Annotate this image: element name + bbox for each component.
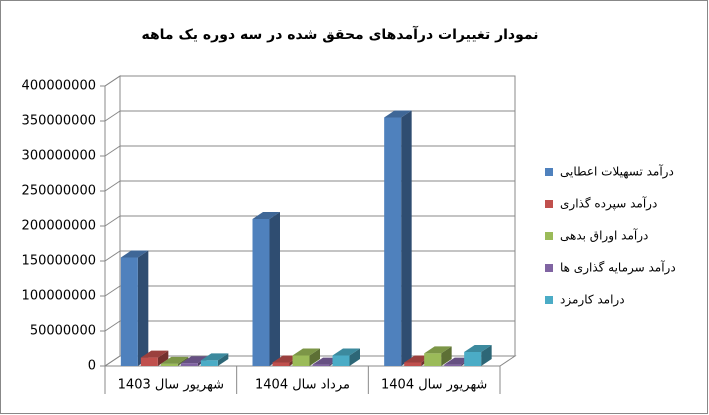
bar — [332, 348, 360, 366]
bar-side — [269, 212, 280, 366]
bar-top — [292, 348, 320, 356]
bar-top — [200, 353, 229, 361]
bar — [200, 353, 229, 366]
legend-label: درآمد سرمایه گذاری ها — [560, 260, 676, 276]
bar — [292, 348, 320, 366]
legend-label: درآمد تسهیلات اعطایی — [560, 164, 674, 180]
grid-line-side — [104, 355, 121, 367]
legend-label: درآمد اوراق بدهی — [560, 228, 648, 244]
x-tick-label: شهریور سال 1403 — [118, 378, 224, 393]
bar-front — [160, 363, 178, 366]
bar-front — [384, 117, 402, 366]
x-tick-label: شهریور سال 1404 — [381, 378, 487, 393]
bar — [424, 346, 452, 366]
bar-front — [272, 362, 290, 366]
bar-side — [349, 348, 360, 366]
bar-side — [309, 348, 320, 366]
y-tick-label: 350000000 — [22, 114, 96, 129]
bar-top — [120, 250, 149, 258]
grid-line-side — [104, 215, 121, 227]
bar-front — [180, 363, 198, 366]
grid-line-side — [104, 110, 121, 122]
bar — [160, 356, 189, 366]
legend-swatch — [545, 296, 553, 304]
legend-swatch — [545, 232, 553, 240]
bar — [252, 212, 280, 366]
grid-line-side — [104, 250, 121, 262]
bar-top — [424, 346, 452, 354]
y-tick-label: 150000000 — [22, 254, 96, 269]
bar-front — [444, 364, 462, 366]
bar-front — [424, 353, 442, 366]
y-tick-label: 50000000 — [30, 324, 96, 339]
bar-front — [292, 355, 310, 366]
bar — [384, 110, 412, 366]
y-tick-label: 300000000 — [22, 149, 96, 164]
bar — [140, 350, 169, 366]
y-tick-label: 200000000 — [22, 219, 96, 234]
chart-title: نمودار تغییرات درآمدهای محقق شده در سه د… — [141, 25, 538, 43]
bar-front — [332, 355, 350, 366]
legend-swatch — [545, 168, 553, 176]
bar — [464, 345, 492, 366]
grid-line-side — [104, 285, 121, 297]
bar-side — [401, 110, 412, 366]
y-tick-label: 400000000 — [22, 79, 96, 94]
bar-front — [120, 257, 138, 366]
bar-top — [180, 356, 209, 364]
bar-front — [464, 352, 482, 366]
grid-line-side — [104, 180, 121, 192]
bar-top — [140, 350, 169, 358]
y-tick-label: 0 — [88, 359, 96, 374]
bar-side — [217, 353, 229, 366]
bar-front — [140, 357, 158, 366]
bar-top — [464, 345, 492, 352]
bar-side — [137, 250, 149, 366]
bar-side — [441, 346, 452, 366]
bar-front — [404, 362, 422, 366]
grid-line-side — [104, 75, 121, 87]
grid-line-side — [104, 320, 121, 332]
bar-top — [384, 110, 412, 118]
bar-front — [200, 360, 218, 366]
legend-label: درامد کارمزد — [560, 293, 625, 308]
bar-side — [157, 350, 169, 366]
bar-side — [177, 356, 189, 366]
bar-top — [160, 356, 189, 364]
bar-top — [252, 212, 280, 219]
y-tick-label: 100000000 — [22, 289, 96, 304]
legend-swatch — [545, 264, 553, 272]
bar-front — [312, 364, 330, 366]
bar-top — [332, 348, 360, 356]
legend-label: درآمد سپرده گذاری — [560, 196, 657, 212]
bar-front — [252, 219, 270, 366]
bar — [120, 250, 149, 366]
legend-swatch — [545, 200, 553, 208]
y-tick-label: 250000000 — [22, 184, 96, 199]
grid-line-side — [104, 145, 121, 157]
x-tick-label: مرداد سال 1404 — [255, 378, 350, 393]
